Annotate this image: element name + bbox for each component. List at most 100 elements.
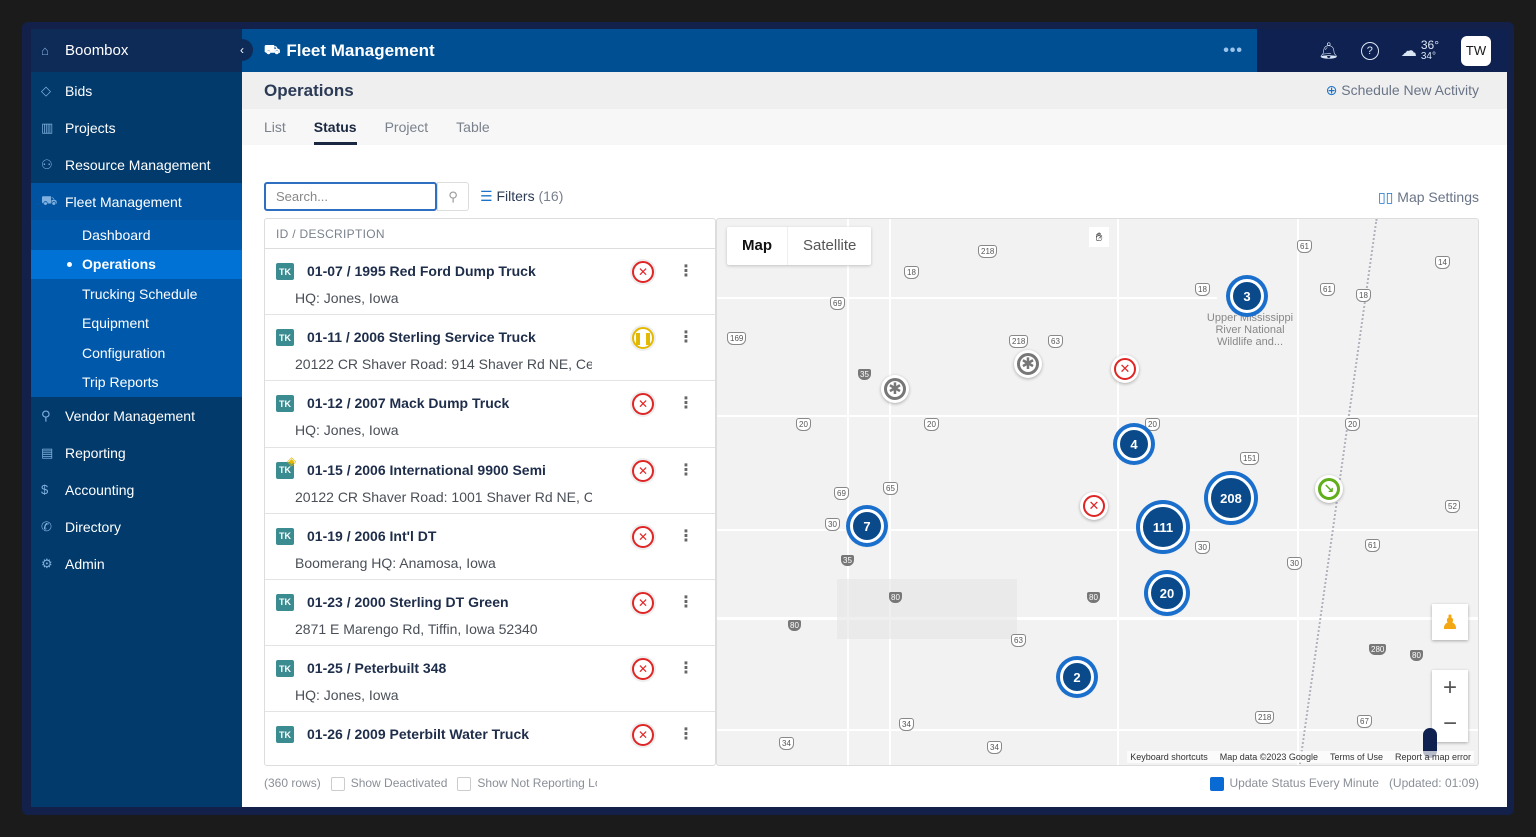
map-cluster-marker[interactable]: 7 (850, 509, 884, 543)
highway-shield: 61 (1297, 240, 1312, 253)
item-title[interactable]: 01-07 / 1995 Red Ford Dump Truck (307, 263, 536, 279)
list-item[interactable]: TK 01-25 / Peterbuilt 348 HQ: Jones, Iow… (265, 646, 715, 713)
bell-icon[interactable]: 🔔︎ (1318, 42, 1339, 60)
highway-shield: 52 (1445, 500, 1460, 513)
highway-shield: 18 (1195, 283, 1210, 296)
more-menu-button[interactable]: ••• (1223, 41, 1243, 59)
sidebar-item-directory[interactable]: ✆ Directory (31, 508, 242, 545)
map-cluster-marker[interactable]: 2 (1060, 660, 1094, 694)
sidebar-subitem-equipment[interactable]: Equipment (31, 309, 242, 339)
kebab-menu-icon[interactable]: ⋮ (678, 660, 694, 678)
status-off-icon: ✕ (632, 459, 654, 482)
sidebar-item-accounting[interactable]: $ Accounting (31, 471, 242, 508)
map-pin-off[interactable]: ✕ (1080, 492, 1108, 520)
list-item[interactable]: TK 01-11 / 2006 Sterling Service Truck 2… (265, 315, 715, 382)
avatar[interactable]: TW (1461, 35, 1491, 66)
kebab-menu-icon[interactable]: ⋮ (678, 395, 694, 413)
sidebar-brand[interactable]: ⌂ Boombox (31, 29, 242, 72)
map-cluster-marker[interactable]: 4 (1117, 427, 1151, 461)
sidebar-item-bids[interactable]: ◇ Bids (31, 72, 242, 109)
plus-circle-icon: ⊕ (1325, 82, 1338, 98)
item-title[interactable]: 01-26 / 2009 Peterbilt Water Truck (307, 726, 530, 743)
update-every-minute-checkbox[interactable]: Update Status Every Minute (1209, 776, 1379, 791)
sidebar-subitem-configuration[interactable]: Configuration (31, 338, 242, 368)
item-title[interactable]: 01-25 / Peterbuilt 348 (307, 660, 447, 677)
list-item[interactable]: TK 01-23 / 2000 Sterling DT Green 2871 E… (265, 580, 715, 647)
checkbox-checked-icon (1209, 776, 1224, 791)
filters-button[interactable]: ☰ Filters (16) (480, 188, 563, 205)
zoom-out-button[interactable]: − (1442, 710, 1457, 737)
show-deactivated-checkbox[interactable]: Show Deactivated (330, 776, 447, 791)
map-pin-unknown[interactable]: ✱ (1014, 350, 1042, 378)
list-item[interactable]: TK 01-07 / 1995 Red Ford Dump Truck HQ: … (265, 249, 715, 316)
item-title[interactable]: 01-15 / 2006 International 9900 Semi (307, 461, 546, 478)
pan-hand-icon[interactable]: ✋︎ (1089, 227, 1109, 247)
map-attribution: Keyboard shortcuts Map data ©2023 Google… (1127, 751, 1474, 763)
keyboard-shortcuts-link[interactable]: Keyboard shortcuts (1130, 752, 1208, 762)
sidebar-subitem-trucking-schedule[interactable]: Trucking Schedule (31, 279, 242, 309)
kebab-menu-icon[interactable]: ⋮ (678, 593, 694, 611)
weather-widget[interactable]: ☁ 36° 34° (1401, 39, 1439, 62)
list-item[interactable]: TK 01-12 / 2007 Mack Dump Truck HQ: Jone… (265, 381, 715, 448)
map[interactable]: 218 18 69 169 218 63 35 20 20 69 65 30 3… (716, 218, 1479, 766)
item-title[interactable]: 01-19 / 2006 Int'l DT (307, 527, 437, 544)
kebab-menu-icon[interactable]: ⋮ (678, 263, 694, 280)
checkbox-label: Show Not Reporting Locations (477, 776, 597, 790)
sidebar-subitem-dashboard[interactable]: Dashboard (31, 220, 242, 250)
zoom-in-button[interactable]: + (1442, 674, 1457, 701)
map-pin-moving[interactable]: ↘ (1315, 475, 1343, 503)
kebab-menu-icon[interactable]: ⋮ (678, 329, 694, 347)
item-title[interactable]: 01-11 / 2006 Sterling Service Truck (307, 329, 536, 346)
subitem-label: Operations (82, 256, 156, 273)
search-button[interactable]: ⚲ (437, 182, 469, 211)
kebab-menu-icon[interactable]: ⋮ (678, 726, 694, 744)
tab-list[interactable]: List (264, 119, 286, 135)
sidebar-subitem-operations[interactable]: Operations (31, 249, 242, 279)
briefcase-icon: ▥ (41, 119, 54, 135)
sidebar-item-reporting[interactable]: ▤ Reporting (31, 434, 242, 471)
help-icon[interactable]: ? (1360, 41, 1379, 60)
kebab-menu-icon[interactable]: ⋮ (678, 527, 694, 545)
map-cluster-marker[interactable]: 208 (1208, 475, 1254, 521)
users-icon: ⚇ (41, 156, 53, 172)
map-cluster-marker[interactable]: 3 (1230, 279, 1264, 313)
street-view-pegman-icon[interactable]: ♟ (1432, 604, 1468, 640)
subitem-label: Trucking Schedule (82, 285, 198, 302)
item-title[interactable]: 01-12 / 2007 Mack Dump Truck (307, 395, 510, 412)
scrollbar-thumb[interactable] (1423, 728, 1437, 758)
map-settings-button[interactable]: ▯▯ Map Settings (1378, 189, 1479, 206)
sidebar-item-vendor-management[interactable]: ⚲ Vendor Management (31, 397, 242, 434)
map-pin-off[interactable]: ✕ (1111, 355, 1139, 383)
map-type-satellite-button[interactable]: Satellite (803, 237, 857, 254)
schedule-new-activity-button[interactable]: ⊕ Schedule New Activity (1326, 82, 1479, 99)
filter-icon: ☰ (480, 188, 493, 204)
show-not-reporting-checkbox[interactable]: Show Not Reporting Locations (457, 776, 597, 791)
tab-table[interactable]: Table (456, 119, 490, 135)
row-count: (360 rows) (264, 776, 321, 791)
list-item[interactable]: TK 01-26 / 2009 Peterbilt Water Truck ✕ … (265, 712, 715, 765)
truck-type-badge: TK (276, 263, 294, 280)
sidebar-item-projects[interactable]: ▥ Projects (31, 109, 242, 146)
list-item[interactable]: TK 01-19 / 2006 Int'l DT Boomerang HQ: A… (265, 514, 715, 580)
highway-shield: 65 (883, 482, 898, 495)
item-title[interactable]: 01-23 / 2000 Sterling DT Green (307, 593, 509, 610)
tab-project[interactable]: Project (384, 119, 429, 135)
map-type-map-button[interactable]: Map (727, 227, 788, 265)
sidebar-subitem-trip-reports[interactable]: Trip Reports (31, 368, 242, 398)
sidebar-item-fleet-management[interactable]: ⛟ Fleet Management (31, 183, 242, 220)
map-cluster-marker[interactable]: 20 (1148, 574, 1186, 612)
map-cluster-marker[interactable]: 111 (1140, 504, 1186, 550)
temp-low: 34° (1420, 50, 1436, 62)
list-item[interactable]: TK ◈ 01-15 / 2006 International 9900 Sem… (265, 448, 715, 514)
map-pin-unknown[interactable]: ✱ (881, 375, 909, 403)
report-error-link[interactable]: Report a map error (1394, 752, 1471, 762)
terms-link[interactable]: Terms of Use (1329, 752, 1383, 762)
kebab-menu-icon[interactable]: ⋮ (678, 461, 694, 479)
collapse-sidebar-button[interactable]: ‹ (231, 39, 253, 61)
sidebar-item-resource-management[interactable]: ⚇ Resource Management (31, 146, 242, 183)
interstate-shield: 35 (841, 555, 854, 566)
tab-status[interactable]: Status (313, 109, 357, 145)
warning-icon: ◈ (287, 453, 297, 468)
sidebar-item-admin[interactable]: ⚙ Admin (31, 545, 242, 582)
search-input[interactable]: Search... (264, 182, 437, 211)
